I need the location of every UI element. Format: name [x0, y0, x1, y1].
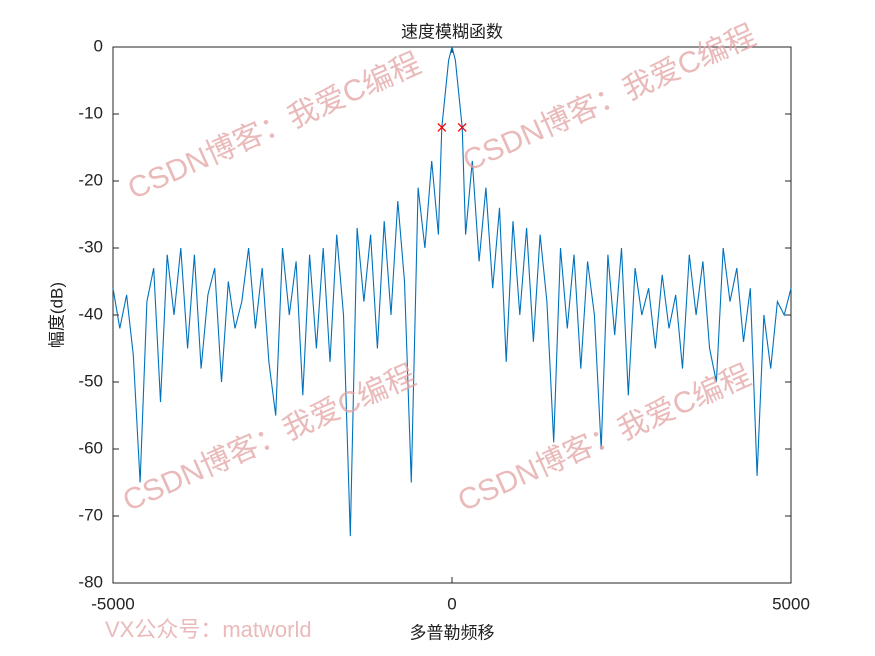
x-tick-label: -5000: [91, 594, 134, 613]
y-tick-label: -40: [78, 304, 103, 323]
x-tick-label: 0: [447, 594, 456, 613]
marker: [457, 122, 467, 132]
y-tick-label: -30: [78, 237, 103, 256]
line: [112, 46, 792, 537]
y-tick-label: -80: [78, 572, 103, 591]
footer-watermark: VX公众号：matworld: [105, 617, 312, 642]
y-tick-label: -10: [78, 103, 103, 122]
y-tick-label: -70: [78, 505, 103, 524]
y-axis-label: 幅度(dB): [47, 282, 66, 348]
x-axis-label: 多普勒频移: [410, 623, 495, 642]
plot-area: [112, 46, 792, 584]
y-tick-label: 0: [94, 36, 103, 55]
x-tick-label: 5000: [772, 594, 810, 613]
y-tick-label: -50: [78, 371, 103, 390]
y-tick-label: -20: [78, 170, 103, 189]
marker: [437, 122, 447, 132]
y-tick-label: -60: [78, 438, 103, 457]
chart-title: 速度模糊函数: [401, 22, 503, 41]
